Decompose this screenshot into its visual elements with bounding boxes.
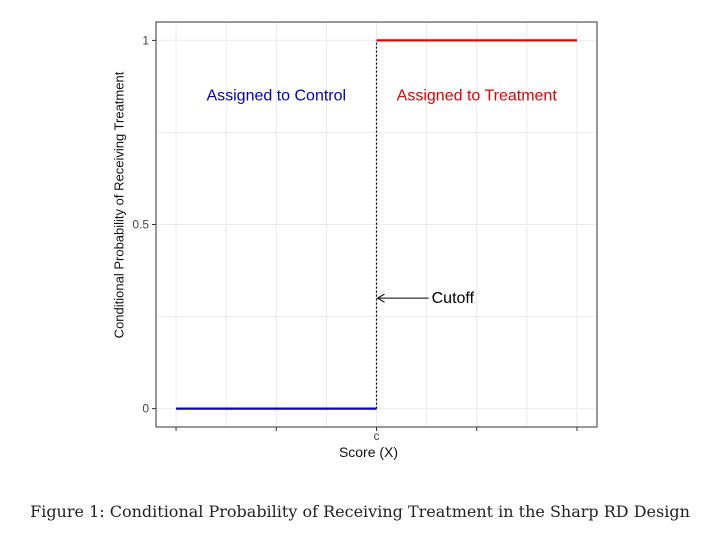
x-axis: c <box>175 427 578 443</box>
annotation-cutoff: Cutoff <box>432 290 475 307</box>
annotations: Assigned to Control Assigned to Treatment… <box>206 88 558 307</box>
annotation-treatment: Assigned to Treatment <box>397 88 558 105</box>
x-axis-label: Score (X) <box>339 444 398 460</box>
y-tick-label: 1 <box>142 33 149 47</box>
cutoff-arrow <box>376 293 429 303</box>
arrow-head <box>376 293 385 303</box>
figure-caption: Figure 1: Conditional Probability of Rec… <box>30 502 690 521</box>
y-tick-label: 0.5 <box>132 218 149 232</box>
series-group <box>176 39 577 410</box>
y-axis-label: Conditional Probability of Receiving Tre… <box>111 71 127 339</box>
y-tick-label: 0 <box>142 402 149 416</box>
annotation-control: Assigned to Control <box>206 88 346 105</box>
x-tick-label: c <box>374 429 380 443</box>
y-axis: 00.51 <box>132 33 156 416</box>
